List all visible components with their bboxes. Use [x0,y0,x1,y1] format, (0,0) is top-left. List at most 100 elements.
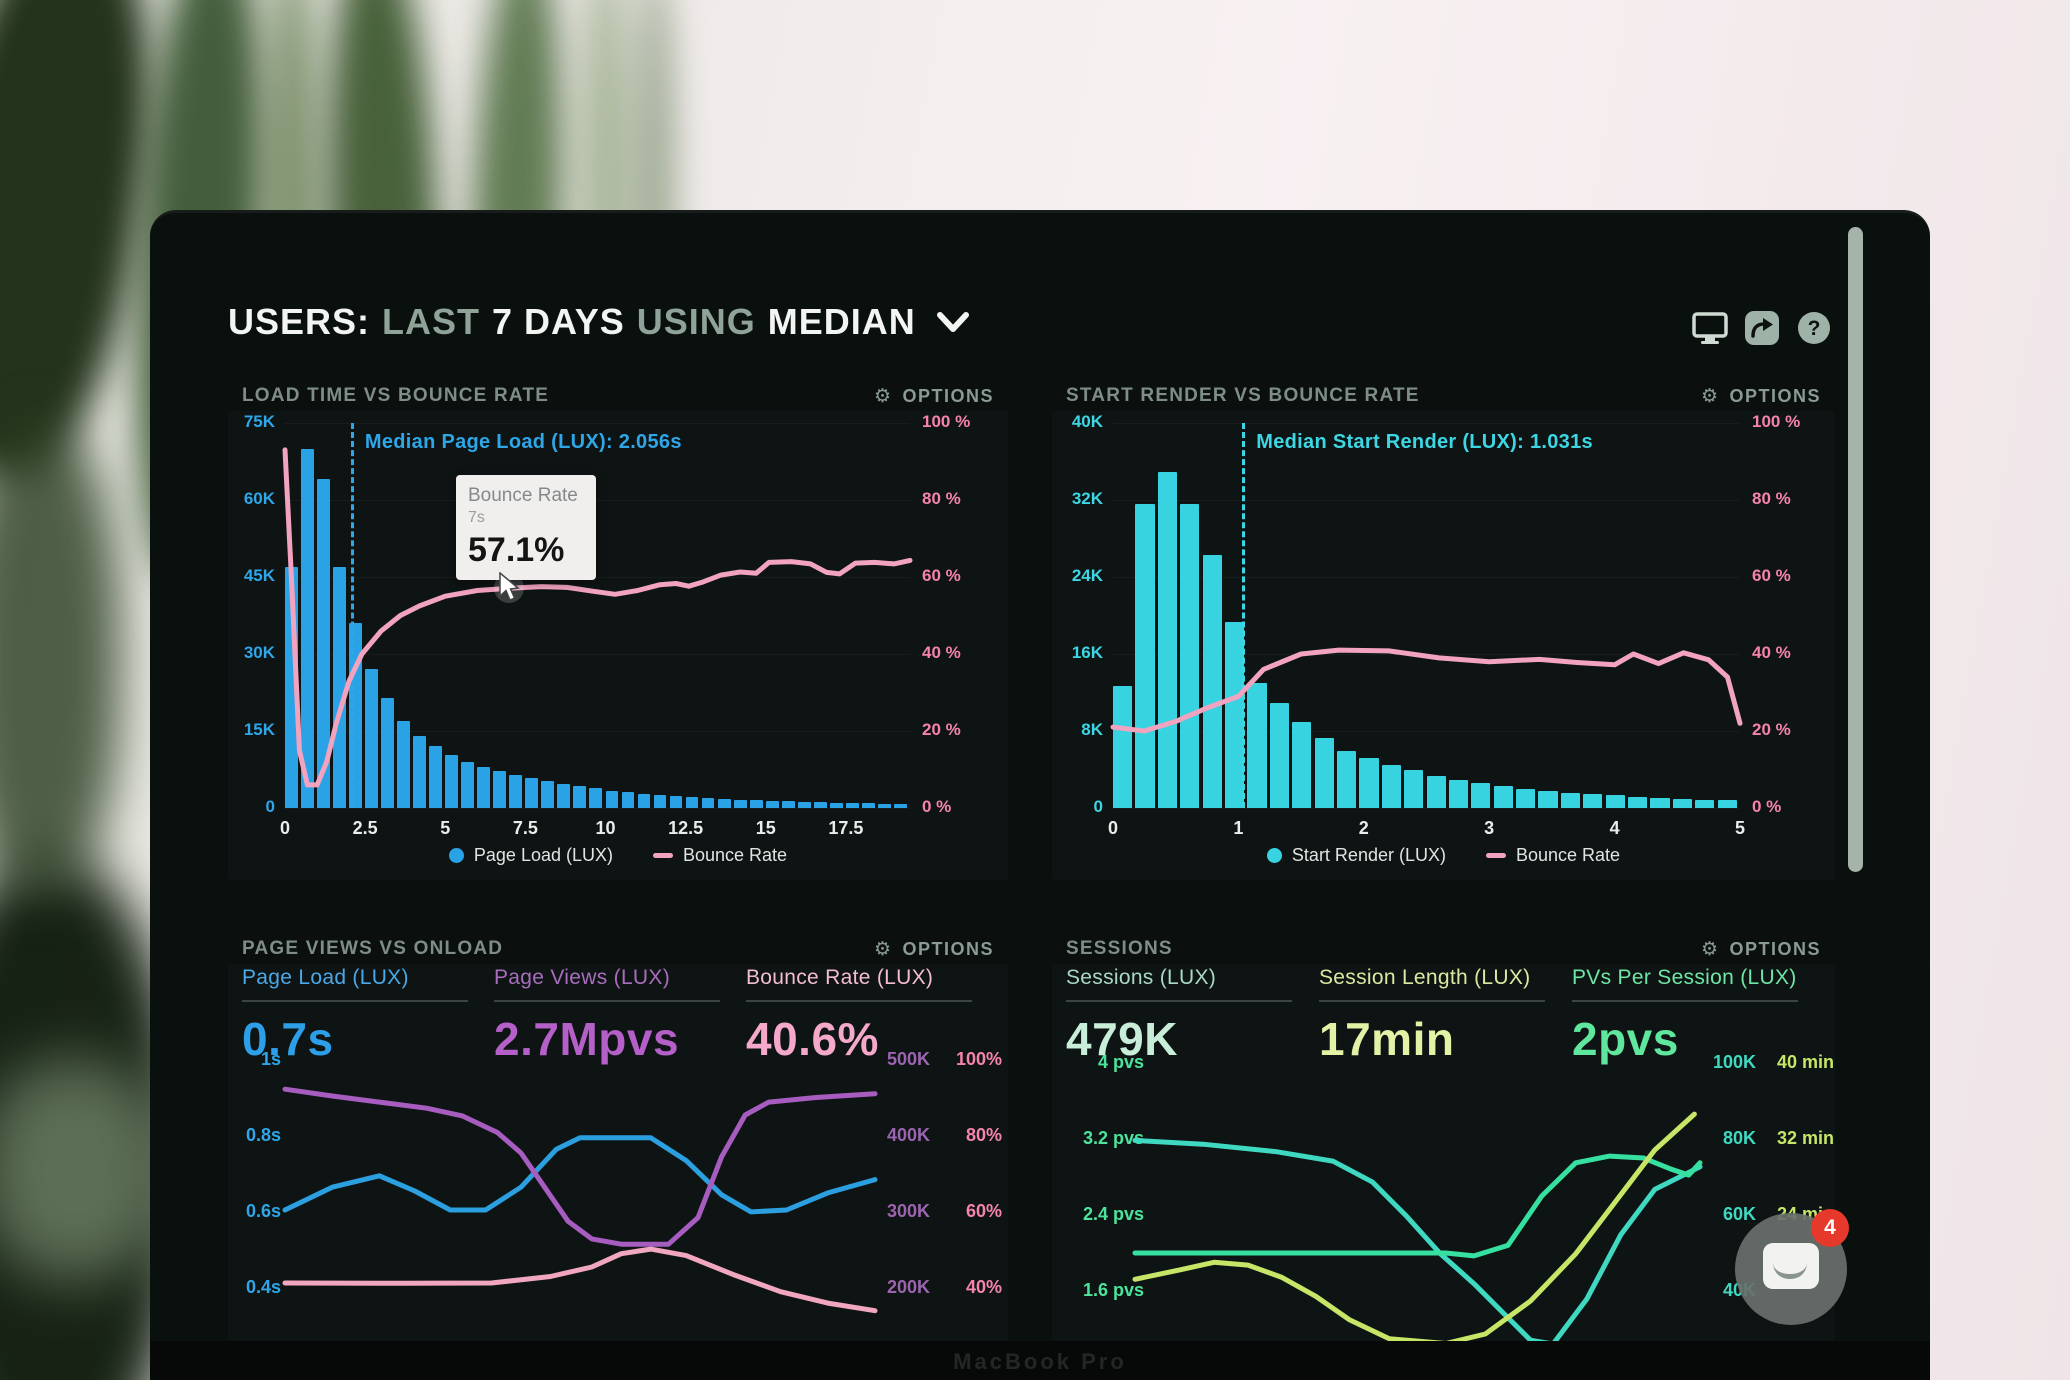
chat-unread-badge: 4 [1811,1209,1849,1247]
chart-gridline [1113,808,1740,809]
histogram-bar [301,448,314,808]
y2-axis-label: 60 % [922,566,961,585]
chart-gridline [285,808,910,809]
chart-sessions[interactable]: 4 pvs 3.2 pvs 2.4 pvs 1.6 pvs 100K 40 min 80K 3… [1052,928,1835,1343]
y-axis-label: 60K [243,489,275,508]
histogram-bar [1292,722,1312,808]
x-axis-label: 2.5 [352,818,378,838]
gear-icon: ⚙ [873,385,893,407]
histogram-bar [829,802,843,808]
median-label: Median Page Load (LUX): 2.056s [364,431,682,453]
histogram-bar [1650,797,1670,808]
histogram-bar [541,781,555,808]
share-icon[interactable] [1744,311,1780,345]
chart-start-render[interactable]: 40K 100 % 32K 80 % 24K 60 % 16K 40 % 8K 20 % 0 0 % 0… [1052,375,1835,880]
options-button[interactable]: ⚙ OPTIONS [874,938,994,960]
x-axis-label: 5 [440,818,451,838]
metric-label: PVs Per Session (LUX) [1572,966,1797,989]
metric-underline [494,1000,720,1002]
chart-gridline [285,577,910,578]
gear-icon: ⚙ [1700,938,1720,960]
y2-axis-label: 80K [1722,1128,1756,1148]
metric-value: 2.7Mpvs [494,1013,680,1065]
x-axis-label: 0 [279,818,290,838]
metric-label: Page Load (LUX) [242,966,409,989]
y2-axis-label: 100K [1712,1052,1756,1072]
histogram-bar [685,797,699,808]
histogram-bar [1695,799,1715,808]
histogram-bar [397,720,410,808]
series-line [1110,647,1743,734]
histogram-bar [445,755,459,808]
metric-row: Page Load (LUX) 0.7s Page Views (LUX) 2.7Mp… [242,966,998,1066]
metric-value: 0.7s [242,1013,334,1065]
y-axis-label: 4 pvs [1097,1052,1144,1072]
x-axis-label: 2 [1358,818,1369,838]
y-axis-label: 2.4 pvs [1082,1204,1144,1224]
histogram-bar [429,746,443,808]
options-button[interactable]: ⚙ OPTIONS [1701,938,1821,960]
histogram-bar [1381,764,1401,808]
series-line [1132,1153,1703,1259]
metric: Session Length (LUX) 17min [1319,966,1572,1066]
histogram-bar [573,786,587,808]
histogram-bar [333,566,346,808]
legend-item: Page Load (LUX) [448,845,613,866]
gear-icon: ⚙ [873,938,893,960]
y-axis-label: 1s [260,1049,281,1069]
histogram-bar [669,796,683,808]
histogram-bar [861,803,875,808]
chart-load-time[interactable]: 75K 100 % 60K 80 % 45K 60 % 30K 40 % 15K 20 % 0 0 %… [228,375,1008,880]
x-axis-label: 10 [595,818,616,838]
title-last: LAST [382,301,481,342]
display-icon[interactable] [1692,311,1728,345]
histogram-bar [621,792,635,808]
histogram-bar [1247,682,1267,808]
histogram-bar [1605,795,1625,808]
hover-tooltip: Bounce Rate 7s 57.1% [456,475,596,580]
metric-label: Session Length (LUX) [1319,966,1531,989]
series-line [282,1246,878,1314]
histogram-bar [1672,798,1692,808]
metric-underline [746,1000,972,1002]
panel-header: LOAD TIME VS BOUNCE RATE ⚙ OPTIONS [228,375,1008,411]
metric: Sessions (LUX) 479K [1066,966,1319,1066]
y-axis-label: 75K [243,412,275,431]
chart-page-views[interactable]: 1s 0.8s 0.6s 0.4s 500K 100% 400K 80% 300K 60% 200K… [228,928,1008,1343]
tooltip-title: Bounce Rate [468,485,578,506]
legend-item: Bounce Rate [1485,845,1620,866]
panel-header: PAGE VIEWS VS ONLOAD ⚙ OPTIONS [228,928,1008,964]
y2-axis-label: 20 % [922,720,961,739]
laptop-bezel: MacBook Pro [150,1341,1930,1380]
histogram-bar [477,766,491,808]
histogram-bar [1202,554,1222,808]
y3-axis-label: 40% [965,1277,1002,1297]
options-button[interactable]: ⚙ OPTIONS [874,385,994,407]
legend-dash-icon [1485,853,1506,858]
y-axis-label: 0.6s [245,1201,281,1221]
chart-gridline [285,654,910,655]
legend-item: Bounce Rate [653,845,787,866]
brand-label: MacBook Pro [953,1349,1127,1374]
y2-axis-label: 100 % [1752,412,1801,431]
y2-axis-label: 20 % [1752,720,1791,739]
histogram-bar [1628,796,1648,808]
histogram-bar [1180,503,1200,808]
help-icon[interactable]: ? [1796,311,1832,345]
y3-axis-label: 60% [965,1201,1002,1221]
y-axis-label: 32K [1071,489,1103,508]
panel-sessions: SESSIONS ⚙ OPTIONS Sessions (LUX) 479K Ses… [1052,928,1835,1343]
chat-launcher[interactable]: 4 [1735,1209,1849,1325]
scrollbar[interactable] [1848,227,1863,872]
histogram-bar [557,783,571,808]
histogram-bar [1717,800,1737,808]
options-button[interactable]: ⚙ OPTIONS [1701,385,1821,407]
histogram-bar [1269,703,1289,808]
histogram-bar [589,788,603,808]
histogram-bar [1583,794,1603,808]
dropdown-chevron-icon[interactable] [936,310,970,334]
histogram-bar [1224,622,1245,808]
y-axis-label: 3.2 pvs [1082,1128,1144,1148]
y-axis-label: 24K [1071,566,1103,585]
histogram-bar [461,761,475,808]
